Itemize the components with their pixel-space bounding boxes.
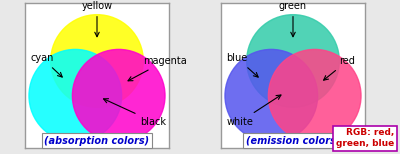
Text: RGB: red,
green, blue: RGB: red, green, blue — [336, 128, 394, 148]
Circle shape — [51, 15, 143, 107]
Text: (absorption colors): (absorption colors) — [44, 136, 150, 146]
Text: black: black — [104, 99, 166, 127]
Circle shape — [225, 49, 318, 142]
Text: red: red — [324, 56, 355, 80]
Circle shape — [29, 49, 122, 142]
Text: green: green — [279, 1, 307, 37]
Text: magenta: magenta — [128, 56, 187, 81]
Text: yellow: yellow — [82, 1, 112, 37]
Circle shape — [268, 49, 361, 142]
Text: (emission colors): (emission colors) — [246, 136, 340, 146]
Text: cyan: cyan — [30, 53, 62, 77]
Circle shape — [247, 15, 339, 107]
Text: white: white — [226, 95, 281, 127]
Text: blue: blue — [226, 53, 258, 77]
Circle shape — [72, 49, 165, 142]
